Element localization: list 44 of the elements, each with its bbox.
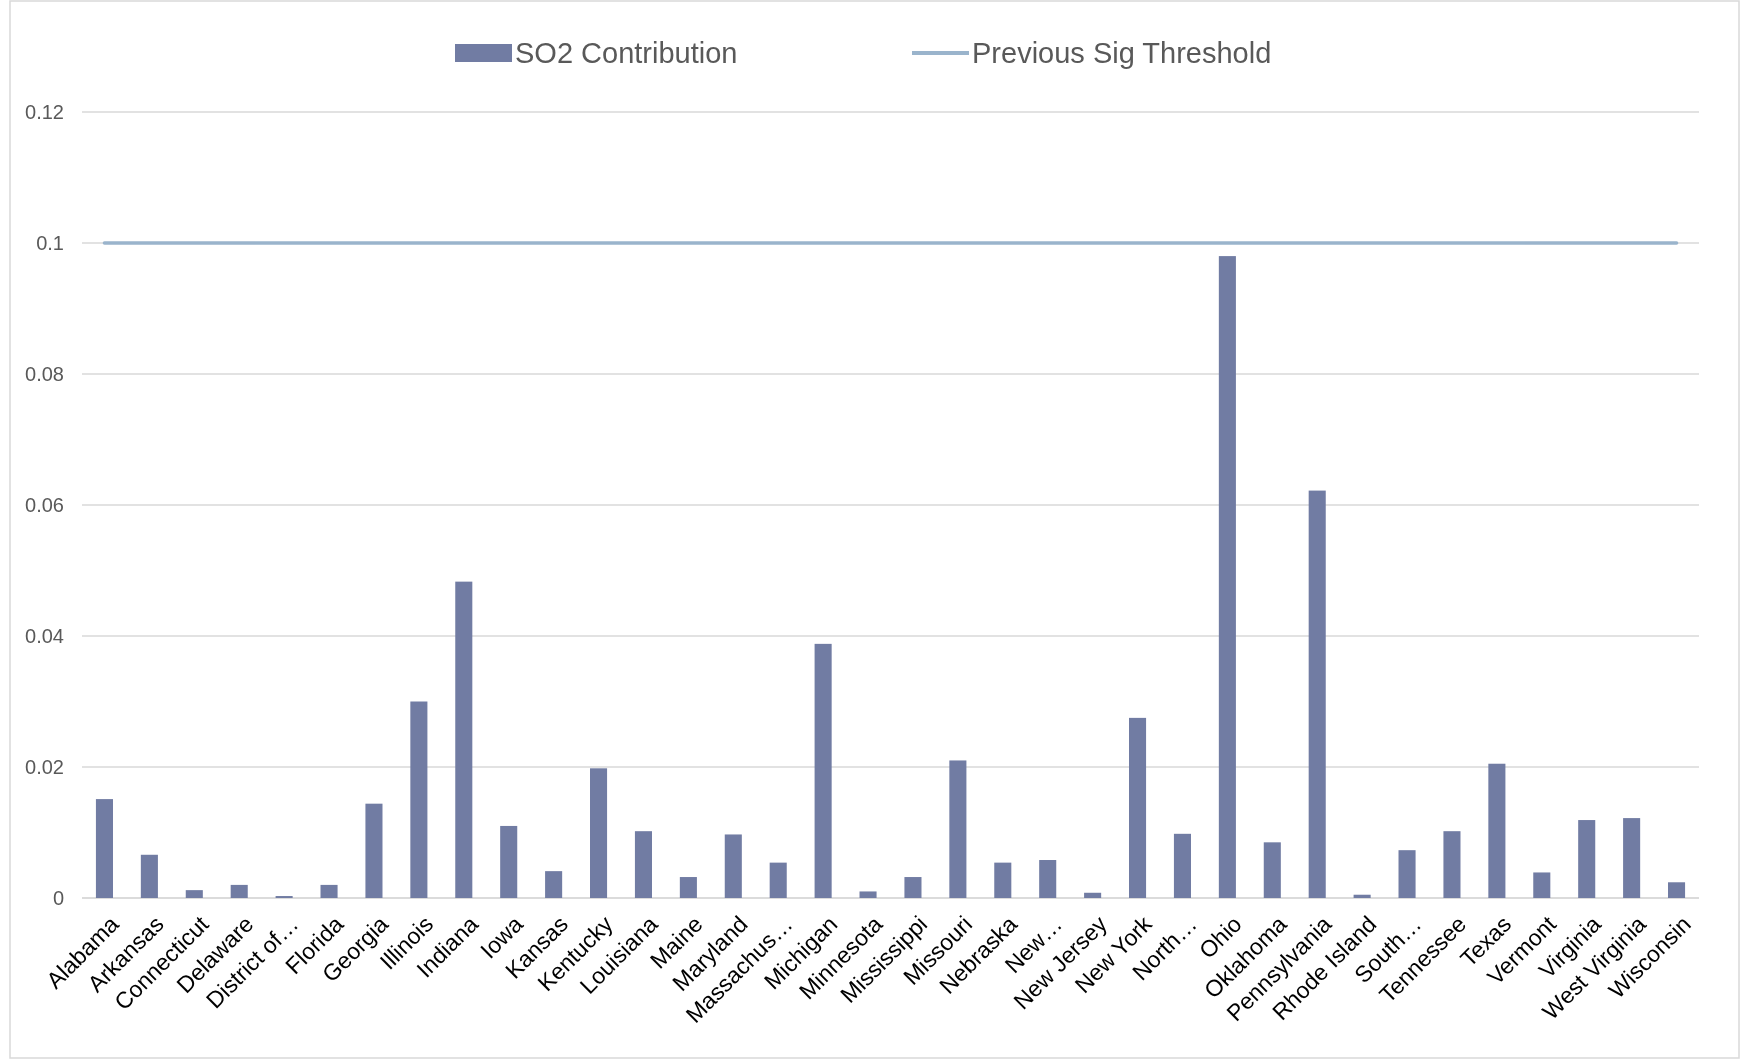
bar [904, 877, 922, 898]
bar [1039, 860, 1057, 898]
bar [95, 799, 113, 898]
bar [1488, 763, 1506, 898]
bar [1398, 850, 1416, 898]
bar [1533, 872, 1551, 898]
bar [769, 862, 787, 898]
bar [814, 643, 832, 898]
bar [1263, 842, 1281, 898]
y-tick-label: 0.1 [36, 232, 64, 254]
bar [679, 877, 697, 898]
y-tick-label: 0 [52, 887, 64, 909]
bar [1443, 831, 1461, 898]
bar [1129, 717, 1147, 898]
bar [1578, 820, 1596, 898]
bar [634, 831, 652, 898]
y-tick-label: 0.02 [25, 756, 64, 778]
bar [1218, 256, 1236, 898]
bar [859, 891, 877, 898]
bar [410, 701, 428, 898]
bar [230, 884, 248, 898]
bar [994, 862, 1012, 898]
bar [455, 581, 473, 898]
bar [1308, 490, 1326, 898]
y-tick-label: 0.12 [25, 101, 64, 123]
y-tick-label: 0.06 [25, 494, 64, 516]
bar [1668, 882, 1686, 898]
bar [1623, 818, 1641, 898]
bar [140, 854, 158, 898]
bar [590, 768, 608, 898]
bar [1173, 833, 1191, 898]
legend-label: Previous Sig Threshold [972, 37, 1272, 70]
bar [320, 884, 338, 898]
bar [545, 871, 563, 898]
bar [724, 834, 742, 898]
bar [949, 760, 967, 898]
y-tick-label: 0.08 [25, 363, 64, 385]
y-tick-label: 0.04 [25, 625, 64, 647]
legend-label: SO2 Contribution [515, 37, 738, 70]
bar [1084, 892, 1102, 898]
bar [185, 890, 203, 898]
bar [500, 825, 518, 898]
bar [1353, 894, 1371, 898]
bar [365, 803, 383, 898]
